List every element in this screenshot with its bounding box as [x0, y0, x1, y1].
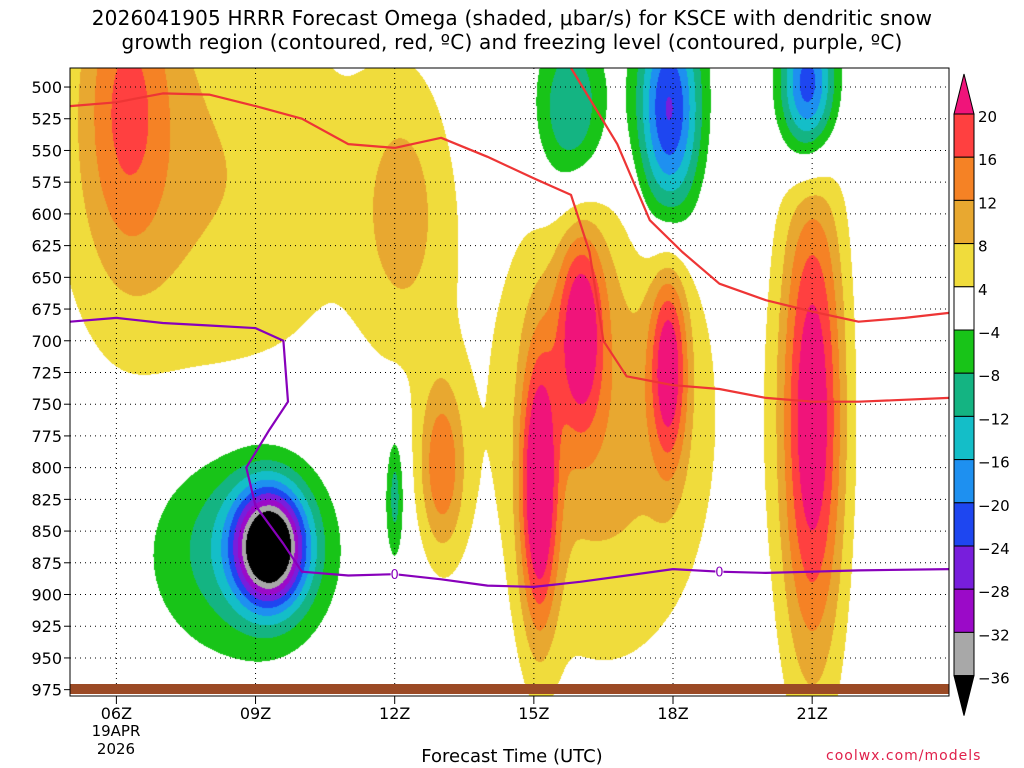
x-tick-label: 21Z: [796, 704, 827, 723]
y-tick-label: 975: [31, 681, 62, 700]
colorbar: 20 16 12 8 4 −4 −8 −12 −16 −20 −24 −28 −32 −36: [953, 73, 1010, 716]
colorbar-segment: [953, 372, 975, 417]
y-tick-label: 775: [31, 427, 62, 446]
colorbar-label: −8: [978, 367, 1000, 385]
site-credit: coolwx.com/models: [826, 748, 982, 764]
y-tick-label: 700: [31, 332, 62, 351]
omega-shading: [70, 68, 949, 696]
y-tick-label: 675: [31, 300, 62, 319]
plot-border: [69, 67, 950, 697]
colorbar-segment: [953, 631, 975, 677]
colorbar-segment: [953, 588, 975, 633]
y-tick-label: 550: [31, 141, 62, 160]
colorbar-label: −4: [978, 324, 1000, 342]
colorbar-label: 16: [978, 151, 997, 169]
colorbar-label: −16: [978, 454, 1010, 472]
y-tick-label: 925: [31, 617, 62, 636]
y-tick-label: 525: [31, 110, 62, 129]
y-tick-label: 950: [31, 649, 62, 668]
x-axis: 06Z 09Z 12Z 15Z 18Z 21Z: [101, 696, 828, 723]
y-tick-label: 575: [31, 173, 62, 192]
y-tick-label: 825: [31, 490, 62, 509]
x-axis-title: Forecast Time (UTC): [421, 746, 603, 767]
x-tick-label: 06Z: [101, 704, 132, 723]
colorbar-segment: [953, 329, 975, 374]
colorbar-bottom-arrow: [953, 675, 975, 716]
colorbar-segment: [953, 286, 975, 331]
contour-line: [570, 67, 950, 323]
colorbar-top-arrow: [953, 73, 975, 115]
contour-line: [69, 92, 950, 403]
x-tick-label: 09Z: [240, 704, 271, 723]
y-tick-label: 750: [31, 395, 62, 414]
colorbar-segment: [953, 243, 975, 288]
chart-title-line-2: growth region (contoured, red, ºC) and f…: [121, 30, 903, 54]
chart-title-line-1: 2026041905 HRRR Forecast Omega (shaded, …: [91, 6, 933, 30]
y-tick-label: 500: [31, 78, 62, 97]
colorbar-label: −20: [978, 497, 1010, 515]
colorbar-label: 20: [978, 108, 997, 126]
date-label-day: 19APR: [92, 722, 141, 740]
colorbar-label: 8: [978, 238, 988, 256]
colorbar-segment: [953, 459, 975, 504]
x-tick-label: 18Z: [657, 704, 688, 723]
colorbar-label: −36: [978, 670, 1010, 688]
y-tick-label: 850: [31, 522, 62, 541]
colorbar-segment: [953, 156, 975, 201]
y-tick-label: 600: [31, 205, 62, 224]
colorbar-segment: [953, 415, 975, 461]
colorbar-label: 12: [978, 194, 997, 212]
x-tick-label: 12Z: [379, 704, 410, 723]
colorbar-segment: [953, 502, 975, 547]
contour-label: 0: [391, 568, 399, 583]
colorbar-label: 4: [978, 281, 988, 299]
colorbar-segment: [953, 545, 975, 590]
colorbar-segment: [953, 199, 975, 245]
date-label-year: 2026: [97, 740, 135, 758]
y-tick-label: 875: [31, 554, 62, 573]
colorbar-label: −24: [978, 540, 1010, 558]
ground-strip: [70, 684, 949, 694]
y-tick-label: 900: [31, 586, 62, 605]
colorbar-label: −12: [978, 410, 1010, 428]
colorbar-label: −32: [978, 626, 1010, 644]
y-tick-label: 650: [31, 268, 62, 287]
y-axis: 500 525 550 575 600 625 650 675 700 725 750 775 800 8…: [31, 78, 70, 700]
x-tick-label: 15Z: [518, 704, 549, 723]
contour-label: 0: [715, 566, 723, 581]
y-tick-label: 725: [31, 363, 62, 382]
contour-label-bg: [715, 564, 724, 578]
colorbar-segment: [953, 113, 975, 158]
y-tick-label: 625: [31, 237, 62, 256]
contour-label-bg: [390, 567, 399, 581]
colorbar-label: −28: [978, 583, 1010, 601]
y-tick-label: 800: [31, 459, 62, 478]
